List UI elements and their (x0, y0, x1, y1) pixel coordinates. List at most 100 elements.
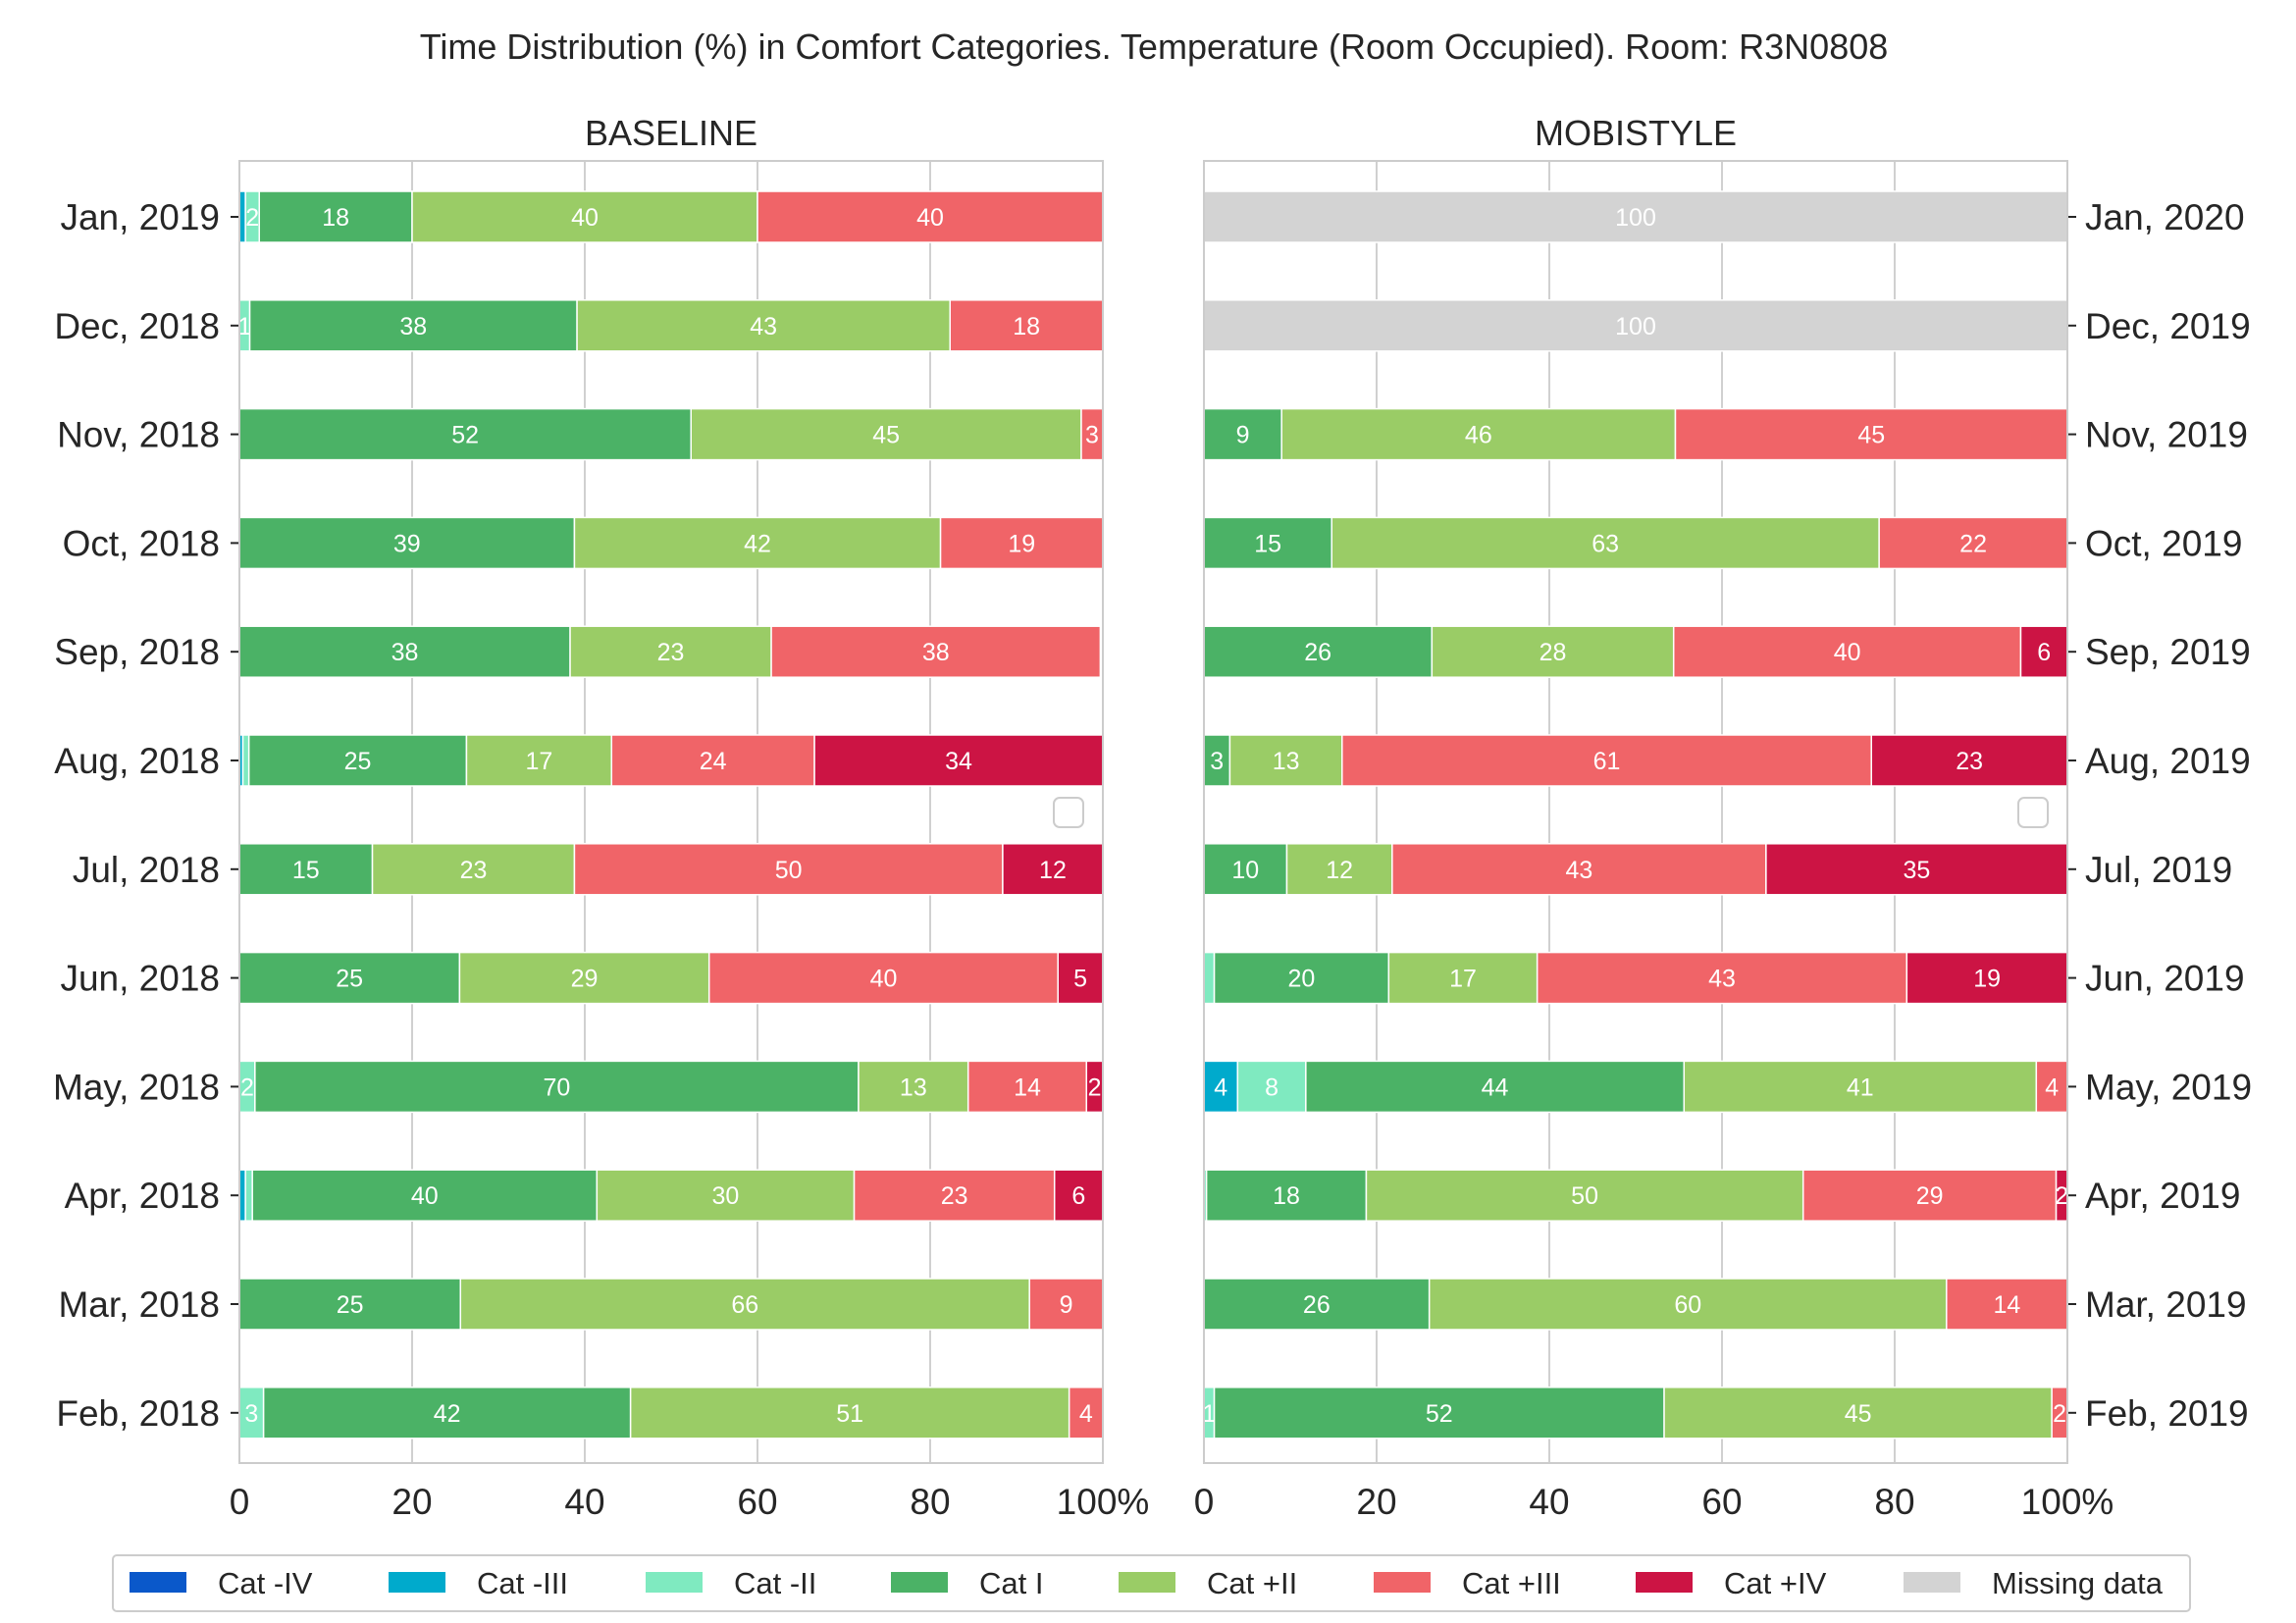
x-tick-label: 0 (1194, 1482, 1215, 1522)
y-tick-label: Sep, 2019 (2085, 632, 2251, 672)
bar-row: 1 52 45 2 (1202, 1387, 2068, 1440)
legend-label: Cat I (979, 1566, 1043, 1600)
bar-row: 4 8 44 41 4 (1203, 1060, 2068, 1114)
bar-segment (1068, 1387, 1104, 1440)
x-tick-label: 20 (1356, 1482, 1396, 1522)
panel-title: MOBISTYLE (1535, 113, 1737, 153)
y-tick-label: Feb, 2019 (2085, 1393, 2249, 1434)
data-label: 40 (571, 204, 599, 232)
x-tick-label: 40 (1529, 1482, 1569, 1522)
data-label: 18 (322, 204, 349, 232)
data-label: 30 (712, 1182, 740, 1210)
legend-item: Cat +IV (1636, 1566, 1827, 1600)
bar-segment (1213, 1387, 1665, 1440)
bar-segment (238, 951, 461, 1005)
data-label: 29 (571, 966, 599, 993)
y-tick-label: Dec, 2018 (54, 306, 220, 346)
bar-segment (1203, 1278, 1431, 1331)
bar-segment (573, 843, 1004, 896)
legend-swatch (1636, 1572, 1693, 1593)
y-tick-label: Jan, 2020 (2085, 197, 2245, 237)
bar-segment (244, 1169, 253, 1222)
bar-row: 38 23 38 (238, 625, 1102, 678)
y-tick-label: Jun, 2019 (2085, 959, 2245, 999)
data-label: 43 (750, 313, 777, 340)
bar-segment (238, 516, 576, 570)
legend-item: Cat -III (389, 1566, 568, 1600)
bar-segment (1203, 190, 2068, 243)
data-label: 12 (1326, 857, 1353, 884)
data-label: 60 (1674, 1291, 1701, 1319)
data-label: 2 (2055, 1182, 2068, 1210)
bar-segment (1203, 1060, 1239, 1114)
y-tick-label: Mar, 2018 (58, 1284, 220, 1325)
bar-segment (1203, 951, 1216, 1005)
x-tick-label: 40 (564, 1482, 604, 1522)
y-tick-label: Jan, 2019 (60, 197, 220, 237)
legend-label: Cat -III (477, 1566, 568, 1600)
legend-label: Cat -II (734, 1566, 816, 1600)
data-label: 4 (2045, 1073, 2059, 1101)
y-tick-label: Nov, 2018 (57, 415, 220, 455)
y-tick-label: Dec, 2019 (2085, 306, 2251, 346)
x-tick-label: 20 (391, 1482, 432, 1522)
y-tick-label: Mar, 2019 (2085, 1284, 2247, 1325)
bar-segment (1905, 951, 2068, 1005)
bar-segment (610, 734, 815, 787)
bar-segment (1305, 1060, 1686, 1114)
x-tick-label: 100% (2021, 1482, 2114, 1522)
data-label: 5 (1073, 966, 1087, 993)
bar-segment (576, 299, 951, 352)
data-label: 6 (2037, 639, 2051, 666)
data-label: 15 (292, 857, 320, 884)
data-label: 45 (1845, 1400, 1872, 1428)
bar-segment (1331, 516, 1880, 570)
bar-segment (1431, 625, 1675, 678)
data-label: 25 (336, 966, 363, 993)
legend-item: Cat -IV (130, 1566, 313, 1600)
legend: Cat -IV Cat -III Cat -II Cat I Cat +II Cat +I… (112, 1554, 2191, 1612)
x-tick-label: 60 (737, 1482, 777, 1522)
legend-item: Cat -II (646, 1566, 816, 1600)
legend-swatch (646, 1572, 703, 1593)
legend-swatch (891, 1572, 948, 1593)
legend-label: Cat +II (1207, 1566, 1297, 1600)
y-tick-label: Sep, 2018 (54, 632, 220, 672)
data-label: 50 (1571, 1182, 1598, 1210)
legend-swatch (130, 1572, 186, 1593)
data-label: 9 (1236, 422, 1250, 449)
data-label: 46 (1465, 422, 1492, 449)
data-label: 17 (1449, 966, 1477, 993)
legend-item: Cat +III (1374, 1566, 1561, 1600)
x-tick-label: 80 (1874, 1482, 1914, 1522)
data-label: 23 (657, 639, 685, 666)
data-label: 10 (1231, 857, 1259, 884)
bar-segment (569, 625, 772, 678)
data-label: 22 (1959, 530, 1987, 557)
data-label: 13 (1273, 748, 1300, 775)
bar-row: 25 17 24 34 (238, 734, 1104, 787)
data-label: 20 (1288, 966, 1316, 993)
data-label: 23 (460, 857, 488, 884)
chart-title: Time Distribution (%) in Comfort Categor… (420, 26, 1889, 67)
legend-label: Cat +III (1462, 1566, 1561, 1600)
bar-row: 20 17 43 19 (1203, 951, 2068, 1005)
data-label: 100 (1615, 313, 1656, 340)
data-label: 40 (870, 966, 898, 993)
data-label: 3 (244, 1400, 258, 1428)
bar-segment (459, 1278, 1030, 1331)
bar-segment (1341, 734, 1872, 787)
data-label: 25 (337, 1291, 364, 1319)
data-label: 13 (900, 1073, 927, 1101)
legend-label: Cat +IV (1724, 1566, 1827, 1600)
bar-segment (1213, 951, 1390, 1005)
y-tick-label: Jul, 2019 (2085, 850, 2232, 890)
x-tick-label: 100% (1057, 1482, 1150, 1522)
data-label: 40 (916, 204, 944, 232)
data-label: 43 (1565, 857, 1592, 884)
bar-segment (465, 734, 613, 787)
data-label: 26 (1303, 1291, 1331, 1319)
bar-segment (254, 1060, 860, 1114)
x-tick-label: 80 (910, 1482, 950, 1522)
data-label: 23 (941, 1182, 968, 1210)
